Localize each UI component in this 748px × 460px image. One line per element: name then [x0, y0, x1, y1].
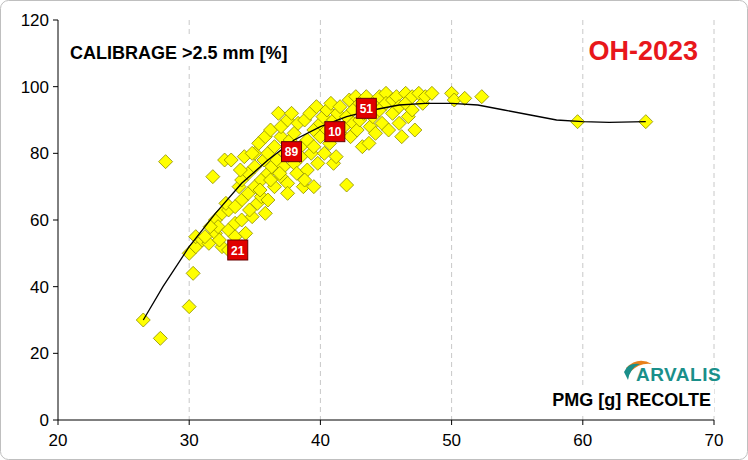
- point: [307, 180, 321, 194]
- labels: 21 89 10 51: [231, 102, 373, 258]
- point: [253, 183, 267, 197]
- tick: [714, 420, 715, 425]
- tick-label: 100: [21, 78, 49, 97]
- tick-label: 30: [180, 431, 199, 450]
- tick: [189, 420, 190, 425]
- tick: [53, 153, 58, 154]
- tick-label: 40: [30, 278, 49, 297]
- point: [212, 233, 226, 247]
- grid-line: [189, 20, 190, 420]
- tick: [451, 420, 452, 425]
- point: [261, 193, 275, 207]
- point: [395, 130, 409, 144]
- tick: [320, 420, 321, 425]
- grid-line: [320, 20, 321, 420]
- tick: [53, 420, 58, 421]
- point: [258, 206, 272, 220]
- labeled-point: [356, 98, 376, 118]
- point: [281, 186, 295, 200]
- point-label: 21: [231, 244, 245, 258]
- point: [273, 166, 287, 180]
- point: [408, 123, 422, 137]
- tick: [582, 420, 583, 425]
- tick-label: 60: [573, 431, 592, 450]
- tick: [53, 20, 58, 21]
- point: [243, 203, 257, 217]
- label-bg: [536, 385, 714, 413]
- plot-area: [136, 86, 652, 345]
- chart-border: [1, 1, 748, 460]
- point: [153, 331, 167, 345]
- logo: ARVALIS: [616, 360, 721, 385]
- tick-label: 0: [40, 411, 49, 430]
- tick: [53, 353, 58, 354]
- labeled-point: [282, 142, 302, 162]
- point: [182, 300, 196, 314]
- label-bg: [66, 36, 298, 66]
- title: OH-2023: [588, 36, 698, 66]
- point: [186, 266, 200, 280]
- x-axis: [58, 420, 714, 421]
- logo-text: ARVALIS: [636, 364, 721, 385]
- point: [340, 178, 354, 192]
- point-label: 10: [328, 125, 342, 139]
- x-label: PMG [g] RECOLTE: [552, 390, 711, 410]
- tick: [58, 420, 59, 425]
- tick-label: 70: [705, 431, 724, 450]
- point: [159, 155, 173, 169]
- labeled-point: [228, 240, 248, 260]
- labeled-point: [325, 122, 345, 142]
- tick-label: 20: [49, 431, 68, 450]
- tick-label: 60: [30, 211, 49, 230]
- point: [245, 146, 259, 160]
- y-label: CALIBRAGE >2.5 mm [%]: [70, 43, 288, 63]
- point: [425, 86, 439, 100]
- point: [224, 153, 238, 167]
- grid-line: [582, 20, 583, 420]
- point: [239, 226, 253, 240]
- tick-label: 40: [311, 431, 330, 450]
- trend-line: [143, 103, 646, 320]
- point: [329, 150, 343, 164]
- tick: [53, 286, 58, 287]
- point: [233, 163, 247, 177]
- point: [206, 170, 220, 184]
- grid-line: [451, 20, 452, 420]
- tick: [53, 86, 58, 87]
- tick: [53, 220, 58, 221]
- point-label: 51: [360, 102, 374, 116]
- point: [228, 200, 242, 214]
- tick-label: 120: [21, 11, 49, 30]
- tick-label: 50: [442, 431, 461, 450]
- chart: 20304050607002040608010012021891051CALIB…: [0, 0, 748, 460]
- y-axis: [58, 20, 59, 420]
- tick-label: 20: [30, 344, 49, 363]
- point-label: 89: [285, 145, 299, 159]
- tick-label: 80: [30, 144, 49, 163]
- point: [475, 90, 489, 104]
